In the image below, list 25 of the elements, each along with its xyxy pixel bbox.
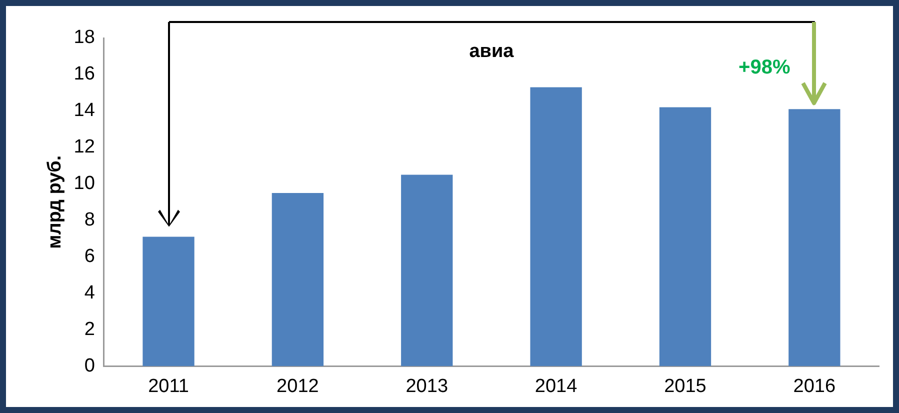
- y-tick-label: 16: [74, 64, 95, 85]
- x-tick-label: 2016: [793, 376, 836, 397]
- y-tick-label: 10: [74, 173, 95, 194]
- y-tick-label: 12: [74, 136, 95, 158]
- chart-title: авиа: [469, 41, 514, 62]
- y-tick-label: 18: [74, 27, 95, 48]
- bar: [530, 87, 582, 366]
- x-tick-label: 2012: [276, 376, 319, 397]
- y-tick-label: 2: [84, 318, 95, 340]
- y-tick-label: 14: [74, 100, 96, 122]
- x-tick-label: 2014: [534, 376, 578, 397]
- bar: [272, 192, 324, 366]
- annotation: +98%: [738, 56, 790, 79]
- bar: [401, 174, 453, 366]
- x-tick-label: 2011: [148, 376, 189, 397]
- bar: [659, 107, 712, 366]
- x-tick-label: 2015: [664, 376, 706, 397]
- x-tick-label: 2013: [406, 376, 448, 397]
- bar: [788, 109, 840, 366]
- y-tick-label: 0: [84, 355, 95, 376]
- y-tick-label: 8: [84, 210, 95, 231]
- y-tick-label: 4: [84, 282, 96, 304]
- y-tick-label: 6: [84, 246, 95, 268]
- bar: [142, 236, 194, 366]
- y-axis-title: млрд руб.: [44, 155, 66, 249]
